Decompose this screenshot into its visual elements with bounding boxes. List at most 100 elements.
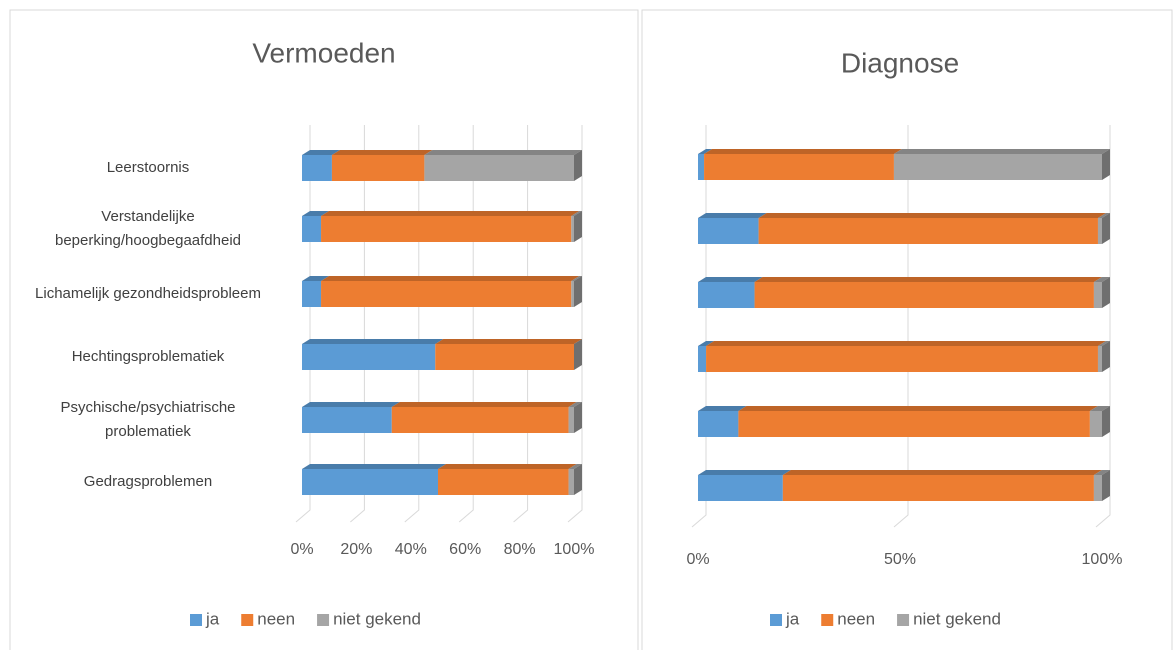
grid-line xyxy=(404,125,420,523)
legend-label: neen xyxy=(837,609,875,628)
bar-top xyxy=(698,277,763,282)
grid-line xyxy=(458,125,474,523)
bar xyxy=(571,281,574,307)
bar xyxy=(571,216,574,242)
bar-top xyxy=(302,211,330,216)
bar-side xyxy=(574,402,582,433)
bar-top xyxy=(568,464,582,469)
bar xyxy=(321,216,572,242)
bar xyxy=(302,344,436,370)
bar-top xyxy=(1097,341,1110,346)
x-tick-label: 20% xyxy=(340,541,372,558)
legend-swatch xyxy=(770,614,782,626)
legend-label: niet gekend xyxy=(333,609,421,628)
bar xyxy=(1097,218,1102,244)
grid-line xyxy=(893,125,909,528)
grid-line xyxy=(691,125,707,528)
bar-side xyxy=(1102,406,1110,437)
bar-side xyxy=(1102,341,1110,372)
bar-top xyxy=(704,149,902,154)
bar-top xyxy=(321,211,580,216)
bar-side xyxy=(574,211,582,242)
bar xyxy=(302,155,332,181)
bar-top xyxy=(568,402,582,407)
bar-top xyxy=(698,341,715,346)
bar-top xyxy=(738,406,1098,411)
grid-line xyxy=(295,125,311,523)
bar-top xyxy=(754,277,1102,282)
bar-top xyxy=(698,213,767,218)
bar xyxy=(424,155,574,181)
y-tick-label: Verstandelijke beperking/hoogbegaafdheid xyxy=(55,208,241,249)
bar-top xyxy=(438,464,577,469)
legend-label: neen xyxy=(257,609,295,628)
grid-line xyxy=(567,125,583,523)
y-tick-label: Hechtingsproblematiek xyxy=(71,348,225,365)
bar xyxy=(698,411,739,437)
chart-title: Vermoeden xyxy=(252,37,395,68)
bar xyxy=(435,344,574,370)
bar xyxy=(738,411,1090,437)
bar xyxy=(391,407,569,433)
bar xyxy=(698,475,783,501)
bar xyxy=(893,154,1102,180)
bar xyxy=(1093,475,1102,501)
x-tick-label: 60% xyxy=(449,541,481,558)
bar-side xyxy=(1102,149,1110,180)
bar-side xyxy=(1102,470,1110,501)
bar xyxy=(438,469,569,495)
bar xyxy=(302,407,392,433)
bar-top xyxy=(1089,406,1110,411)
x-tick-label: 100% xyxy=(554,541,595,558)
x-tick-label: 0% xyxy=(290,541,313,558)
bar-top xyxy=(571,276,582,281)
bar-top xyxy=(331,150,433,155)
x-tick-label: 100% xyxy=(1082,551,1123,568)
bar xyxy=(782,475,1094,501)
bar xyxy=(302,469,438,495)
bar xyxy=(754,282,1094,308)
bar xyxy=(1089,411,1102,437)
bar-top xyxy=(893,149,1110,154)
bar xyxy=(331,155,425,181)
bar-top xyxy=(758,213,1106,218)
panel xyxy=(641,9,1173,650)
bar-side xyxy=(574,276,582,307)
grid-line xyxy=(1095,125,1111,528)
x-tick-label: 0% xyxy=(686,551,709,568)
bar-top xyxy=(1093,470,1110,475)
legend-swatch xyxy=(241,614,254,626)
bar xyxy=(1093,282,1102,308)
legend-swatch xyxy=(190,614,202,626)
legend-swatch xyxy=(821,614,834,626)
grid-line xyxy=(513,125,529,523)
legend-label: niet gekend xyxy=(913,609,1001,628)
bar xyxy=(698,218,759,244)
bar-top xyxy=(1097,213,1110,218)
bar-side xyxy=(574,339,582,370)
y-tick-label: Psychische/psychiatrische problematiek xyxy=(60,399,236,440)
bar-top xyxy=(302,402,400,407)
x-tick-label: 50% xyxy=(884,551,916,568)
bar-top xyxy=(302,339,444,344)
bar-side xyxy=(574,464,582,495)
bar-top xyxy=(302,276,330,281)
bar-side xyxy=(574,150,582,181)
bar xyxy=(321,281,572,307)
bar xyxy=(568,407,574,433)
bar-top xyxy=(391,402,577,407)
legend-label: ja xyxy=(785,609,800,628)
y-tick-label: Gedragsproblemen xyxy=(83,473,213,490)
bar-top xyxy=(698,470,791,475)
bar-top xyxy=(706,341,1106,346)
bar xyxy=(704,154,894,180)
bar-top xyxy=(571,211,582,216)
bar xyxy=(698,154,705,180)
y-tick-label: Leerstoornis xyxy=(106,159,190,176)
panel xyxy=(9,9,639,650)
bar-top xyxy=(782,470,1102,475)
bar-top xyxy=(698,149,713,154)
legend-swatch xyxy=(897,614,910,626)
